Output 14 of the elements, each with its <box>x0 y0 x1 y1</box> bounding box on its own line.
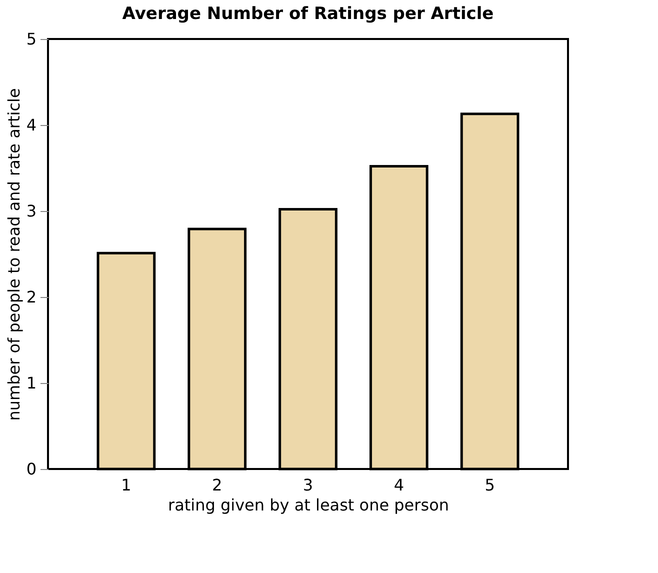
x-tick-label: 3 <box>302 476 314 494</box>
chart-title: Average Number of Ratings per Article <box>122 4 494 24</box>
x-axis-title: rating given by at least one person <box>168 496 449 514</box>
y-tick-label: 2 <box>26 288 36 306</box>
x-tick-label: 1 <box>121 476 132 494</box>
x-tick-label: 5 <box>484 476 495 494</box>
y-tick-label: 5 <box>26 30 36 48</box>
y-axis-title: number of people to read and rate article <box>4 88 24 421</box>
x-tick-label: 2 <box>212 476 222 494</box>
x-tick-label: 4 <box>394 476 404 494</box>
y-tick-label: 3 <box>26 202 36 220</box>
y-tick-label: 0 <box>26 460 36 478</box>
y-tick-label: 1 <box>26 374 36 392</box>
y-tick-label: 4 <box>26 116 36 134</box>
